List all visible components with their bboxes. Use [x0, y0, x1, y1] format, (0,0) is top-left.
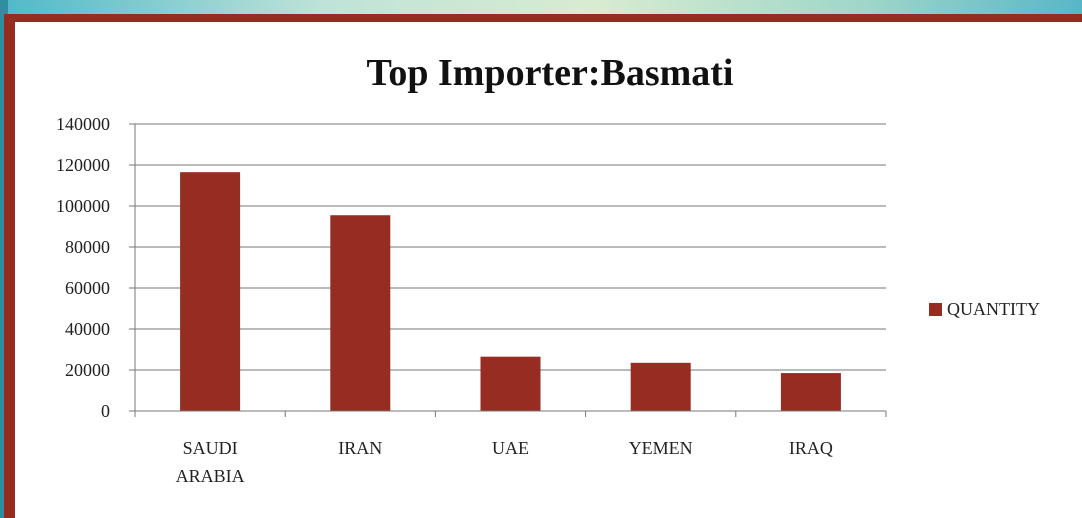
bar: [480, 356, 541, 411]
gridlines: [135, 123, 886, 371]
bars: [180, 172, 841, 411]
y-tick-label: 40000: [65, 319, 110, 339]
y-tick-label: 140000: [56, 114, 110, 134]
x-tick-label: ARABIA: [176, 466, 245, 486]
bar: [630, 362, 691, 411]
legend: QUANTITY: [929, 299, 1040, 319]
x-tick-label: UAE: [492, 438, 529, 458]
x-tick-label: IRAQ: [789, 438, 833, 458]
y-tick-label: 0: [101, 401, 110, 421]
y-tick-label: 80000: [65, 237, 110, 257]
legend-swatch-quantity: [929, 303, 942, 316]
y-tick-label: 60000: [65, 278, 110, 298]
x-tick-label: YEMEN: [629, 438, 693, 458]
bar: [180, 172, 241, 411]
x-axis-ticks: SAUDI ARABIA IRAN UAE YEMEN IRAQ: [134, 411, 887, 486]
y-tick-label: 100000: [56, 196, 110, 216]
y-tick-label: 120000: [56, 155, 110, 175]
bar: [780, 373, 841, 411]
x-tick-label: SAUDI: [183, 438, 238, 458]
y-axis-ticks: 0 20000 40000 60000 80000 100000 120000 140000: [56, 114, 135, 421]
bar: [330, 215, 391, 411]
axes: [134, 124, 886, 412]
x-tick-label: IRAN: [338, 438, 382, 458]
y-tick-label: 20000: [65, 360, 110, 380]
legend-label-quantity: QUANTITY: [947, 299, 1040, 319]
chart-title: Top Importer:Basmati: [367, 52, 734, 94]
